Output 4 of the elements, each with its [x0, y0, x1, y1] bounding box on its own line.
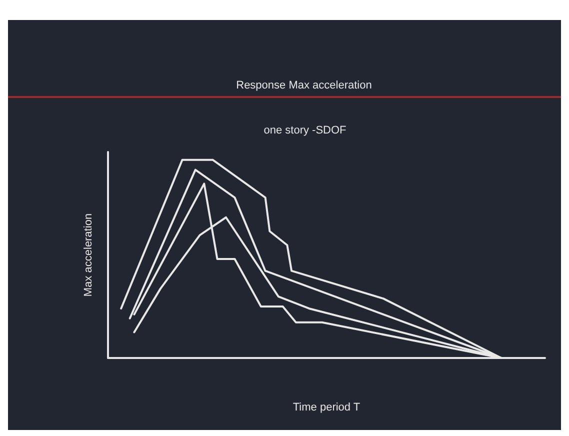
y-axis-title: Max acceleration: [82, 213, 94, 297]
x-axis-title: Time period T: [292, 402, 360, 414]
chart-title: Response Max acceleration: [236, 80, 372, 92]
chart-subtitle: one story -SDOF: [264, 124, 347, 136]
